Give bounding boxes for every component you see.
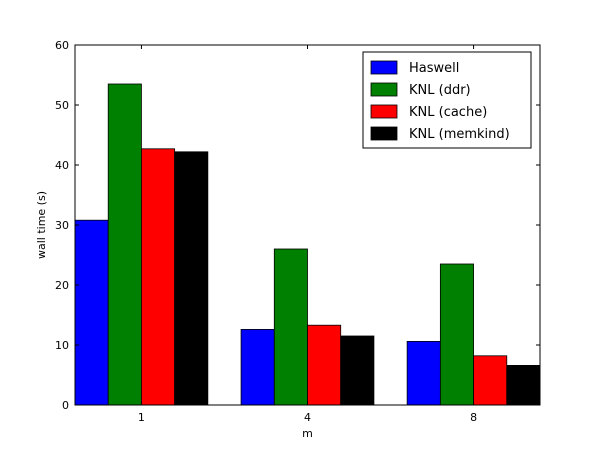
y-tick-label: 20 — [55, 279, 69, 292]
legend-label: Haswell — [409, 61, 459, 76]
legend-swatch — [370, 126, 398, 141]
legend-label: KNL (memkind) — [409, 127, 510, 142]
y-tick-label: 30 — [55, 219, 69, 232]
x-tick-label: 8 — [470, 411, 477, 424]
legend-swatch — [370, 82, 398, 97]
bar-series0-cat2 — [406, 340, 441, 406]
y-axis-label: wall time (s) — [35, 191, 48, 259]
y-tick-label: 0 — [62, 399, 69, 412]
y-tick-label: 10 — [55, 339, 69, 352]
bar-series3-cat1 — [340, 335, 375, 406]
bar-series2-cat2 — [473, 355, 508, 406]
legend-label: KNL (cache) — [409, 105, 487, 120]
bar-series1-cat0 — [107, 83, 142, 406]
bar-series0-cat1 — [240, 328, 275, 406]
x-axis: 1 4 8 — [138, 45, 477, 424]
legend: Haswell KNL (ddr) KNL (cache) KNL (memkind) — [362, 51, 532, 149]
legend-swatch — [370, 60, 398, 75]
bar-series1-cat2 — [439, 263, 474, 406]
legend-swatch — [370, 104, 398, 119]
bar-series2-cat0 — [141, 148, 176, 406]
bar-series0-cat0 — [74, 219, 109, 406]
bar-series3-cat0 — [174, 151, 209, 406]
bar-series1-cat1 — [273, 248, 308, 406]
x-tick-label: 1 — [138, 411, 145, 424]
bar-series3-cat2 — [506, 364, 541, 406]
y-tick-label: 60 — [55, 39, 69, 52]
x-axis-label: m — [302, 427, 313, 440]
y-axis: 0 10 20 30 40 50 60 — [55, 39, 540, 412]
bars-layer — [74, 83, 541, 406]
legend-label: KNL (ddr) — [409, 83, 471, 98]
x-tick-label: 4 — [304, 411, 311, 424]
y-tick-label: 40 — [55, 159, 69, 172]
bar-series2-cat1 — [307, 324, 342, 406]
y-tick-label: 50 — [55, 99, 69, 112]
